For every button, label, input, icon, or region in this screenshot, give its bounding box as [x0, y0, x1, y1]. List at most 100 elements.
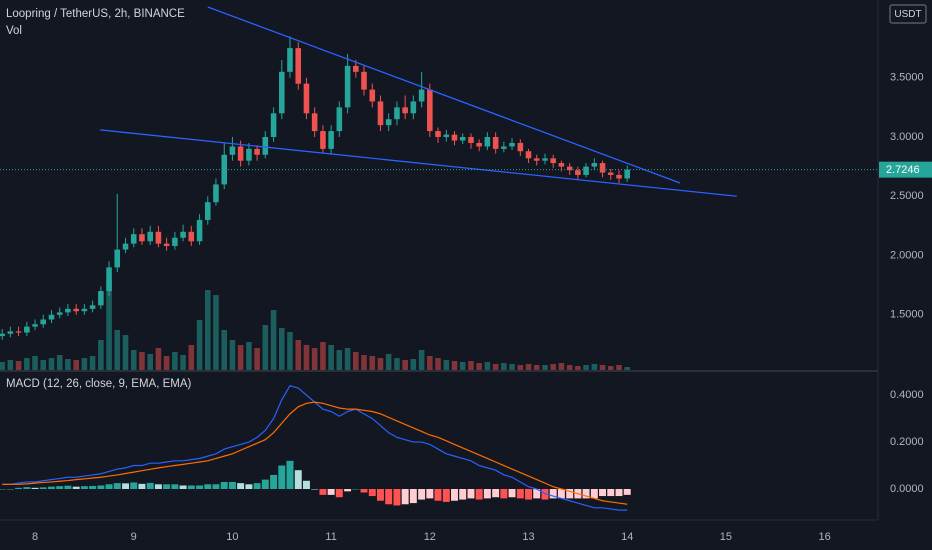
histogram-bar — [483, 489, 491, 499]
trend-line — [207, 6, 681, 184]
candle-body — [558, 163, 565, 167]
candle-body — [270, 113, 277, 138]
candle-body — [254, 148, 260, 155]
marks — [0, 6, 878, 511]
histogram-bar — [294, 470, 302, 490]
volume-bar — [237, 345, 244, 370]
volume-bar — [476, 363, 482, 370]
y-tick-label: 0.4000 — [890, 389, 924, 401]
candle-body — [575, 170, 581, 175]
candle-body — [139, 234, 145, 242]
candle-body — [328, 131, 334, 149]
histogram-bar — [409, 489, 417, 504]
histogram-bar — [385, 489, 393, 505]
histogram-bar — [352, 489, 360, 490]
volume-bar — [583, 365, 589, 370]
histogram-bar — [80, 486, 88, 490]
histogram-bar — [623, 489, 631, 495]
volume-bar — [65, 359, 71, 370]
volume-bar — [278, 328, 285, 370]
y-tick-label: 0.2000 — [890, 436, 924, 448]
candle-body — [599, 163, 606, 173]
histogram-bar — [459, 489, 467, 500]
histogram-bar — [171, 484, 179, 490]
histogram-bar — [442, 489, 450, 502]
symbol-title: Loopring / TetherUS, 2h, BINANCE — [6, 8, 185, 20]
histogram-bar — [105, 484, 113, 490]
currency-label[interactable]: USDT — [894, 9, 921, 20]
candle-body — [147, 231, 154, 242]
histogram-bar — [451, 489, 458, 501]
candle-body — [418, 89, 425, 102]
histogram-bar — [360, 489, 368, 493]
volume-bar — [0, 362, 5, 370]
histogram-bar — [467, 489, 475, 499]
candle-body — [369, 89, 376, 102]
candle-body — [262, 137, 269, 155]
histogram-bar — [48, 486, 56, 490]
volume-bar — [188, 345, 195, 370]
volume-bar — [24, 358, 30, 370]
volume-bar — [122, 335, 129, 370]
volume-bar — [130, 350, 137, 370]
candle-body — [583, 166, 589, 175]
volume-bar — [484, 362, 491, 370]
histogram-bar — [31, 487, 39, 490]
x-tick-label: 9 — [131, 531, 137, 543]
candle-body — [509, 142, 515, 147]
volume-bar — [385, 354, 392, 370]
candle-body — [73, 308, 79, 312]
volume-bar — [139, 352, 145, 370]
currency-box[interactable] — [889, 4, 927, 24]
histogram-bar — [253, 483, 261, 490]
volume-bar — [213, 295, 219, 370]
histogram-bar — [492, 489, 500, 498]
histogram-bar — [475, 489, 483, 500]
candle-body — [0, 333, 5, 337]
histogram-bar — [237, 483, 245, 490]
x-tick-label: 8 — [32, 531, 38, 543]
histogram-bar — [344, 489, 352, 492]
volume-bar — [106, 280, 112, 370]
candle-body — [48, 314, 55, 320]
candle-body — [361, 71, 367, 90]
candle-body — [221, 154, 228, 185]
candle-body — [213, 184, 219, 203]
histogram-bar — [327, 489, 335, 495]
histogram-bar — [6, 489, 14, 490]
volume-bar — [575, 366, 581, 370]
candle-body — [15, 331, 22, 333]
candle-body — [484, 137, 491, 147]
candle-body — [542, 158, 548, 161]
volume-bar — [295, 340, 302, 370]
volume-bar — [509, 364, 515, 370]
volume-bar — [155, 348, 162, 370]
histogram-bar — [89, 485, 97, 490]
candle-body — [336, 107, 343, 132]
candle-body — [468, 137, 474, 143]
histogram-bar — [220, 481, 228, 490]
histogram-bar — [56, 486, 64, 490]
volume-bar — [56, 355, 63, 370]
histogram-bar — [122, 483, 130, 490]
volume-bar — [402, 360, 408, 370]
candle-body — [435, 131, 441, 138]
histogram-bar — [23, 487, 31, 490]
volume-bar — [427, 356, 433, 370]
volume-bar — [501, 363, 507, 370]
volume-bar — [40, 360, 47, 370]
histogram-bar — [39, 487, 47, 490]
candle-body — [295, 48, 302, 84]
candle-body — [427, 89, 433, 132]
histogram-bar — [590, 489, 598, 499]
last-price-label: 2.7246 — [886, 164, 920, 176]
candle-body — [155, 231, 162, 244]
y-tick-label: 0.0000 — [890, 483, 924, 495]
histogram-bar — [418, 489, 426, 500]
volume-bar — [369, 356, 376, 370]
y-tick-label: 2.5000 — [890, 190, 924, 202]
volume-bar — [89, 356, 96, 370]
volume-bar — [599, 365, 606, 370]
histogram-bar — [557, 489, 565, 499]
